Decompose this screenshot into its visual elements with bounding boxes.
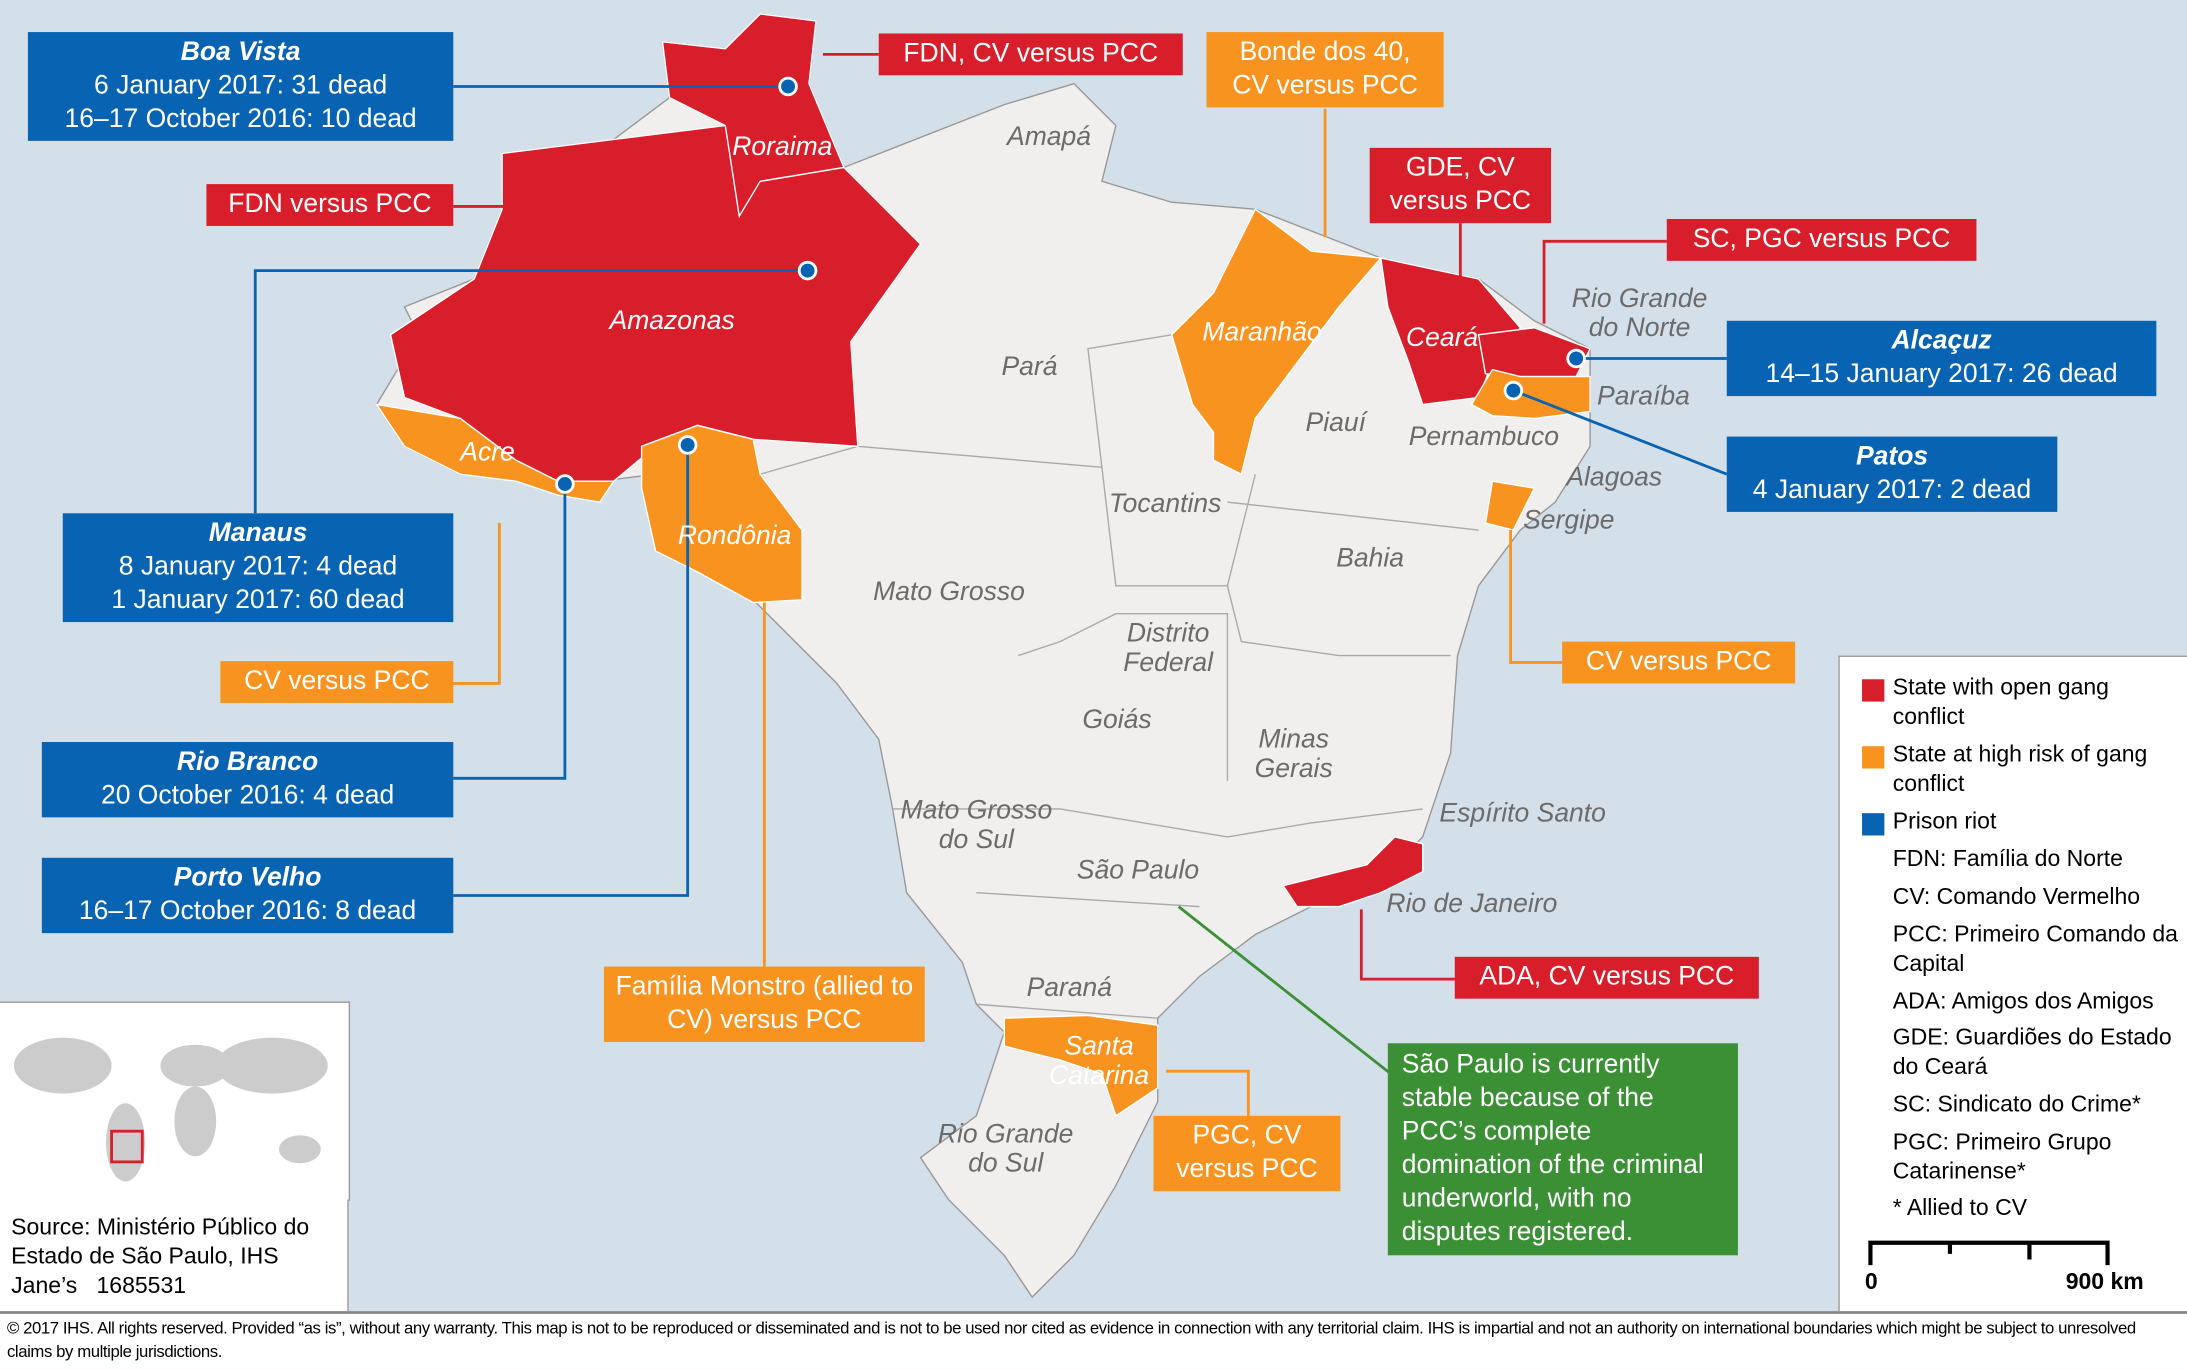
copyright-footer: © 2017 IHS. All rights reserved. Provide… xyxy=(0,1311,2187,1370)
riot-callout-patos: Patos 4 January 2017: 2 dead xyxy=(1726,436,2058,512)
scale-end-label: 900 km xyxy=(2065,1269,2144,1295)
state-label: Pernambuco xyxy=(1408,422,1560,452)
state-label: Amazonas xyxy=(609,306,735,337)
state-label: Pará xyxy=(1001,352,1058,383)
legend-abbrev: CV: Comando Vermelho xyxy=(1892,884,2141,910)
brazil-locator-box xyxy=(110,1129,144,1164)
state-label: Acre xyxy=(460,437,515,468)
state-label: Roraima xyxy=(732,132,833,162)
riot-marker-manaus xyxy=(797,260,818,281)
state-label: Mato Grosso do Sul xyxy=(900,796,1053,856)
state-label: Tocantins xyxy=(1108,489,1222,519)
riot-callout-rio-branco: Rio Branco 20 October 2016: 4 dead xyxy=(41,742,454,818)
legend-abbrev: SC: Sindicato do Crime* xyxy=(1892,1092,2141,1118)
state-label: Espírito Santo xyxy=(1439,799,1606,829)
conflict-callout-roraima: FDN, CV versus PCC xyxy=(878,33,1183,76)
state-label: Minas Gerais xyxy=(1254,725,1333,784)
prison-riot-markers xyxy=(555,76,1586,494)
legend-item: State with open gang conflict xyxy=(1892,675,2110,730)
brazil-map xyxy=(253,13,1728,1299)
state-roraima xyxy=(661,13,845,219)
figure-id: 1685531 xyxy=(96,1273,187,1299)
riot-marker-rio-branco xyxy=(555,474,575,494)
state-rondonia xyxy=(640,424,803,604)
state-label: Rio de Janeiro xyxy=(1386,889,1558,920)
conflict-callout-rn: SC, PGC versus PCC xyxy=(1666,218,1977,261)
state-label: Maranhão xyxy=(1202,318,1322,348)
conflict-callout-rondonia: Família Monstro (allied to CV) versus PC… xyxy=(603,966,925,1042)
state-label: Santa Catarina xyxy=(1048,1032,1150,1091)
legend-item: Prison riot xyxy=(1892,808,1997,835)
conflict-callout-ceara: GDE, CV versus PCC xyxy=(1369,147,1552,224)
legend-swatch-high-risk xyxy=(1862,746,1885,769)
scale-start-label: 0 xyxy=(1864,1269,1878,1295)
riot-marker-boa-vista xyxy=(778,76,798,97)
conflict-callout-maranhao: Bonde dos 40, CV versus PCC xyxy=(1206,32,1444,108)
state-santa-catarina xyxy=(1003,1014,1159,1117)
riot-callout-boa-vista: Boa Vista 6 January 2017: 31 dead 16–17 Oc… xyxy=(27,32,454,141)
state-label: Amapá xyxy=(1007,122,1092,153)
state-label: Paraná xyxy=(1026,973,1113,1003)
riot-callout-manaus: Manaus 8 January 2017: 4 dead 1 January 20… xyxy=(62,513,454,623)
state-label: Rio Grande do Norte xyxy=(1571,284,1708,344)
state-maranhao xyxy=(1170,208,1383,476)
riot-marker-porto-velho xyxy=(677,435,698,455)
state-label: Bahia xyxy=(1336,543,1405,574)
legend-item: State at high risk of gang conflict xyxy=(1892,742,2148,797)
state-label: Piauí xyxy=(1305,408,1366,438)
legend-abbrev: GDE: Guardiões do Estado do Ceará xyxy=(1892,1025,2172,1080)
state-label: Mato Grosso xyxy=(873,577,1025,607)
state-label: Paraíba xyxy=(1597,382,1690,412)
state-label: Ceará xyxy=(1405,323,1479,353)
sao-paulo-note: São Paulo is currently stable because of… xyxy=(1387,1043,1738,1256)
riot-marker-patos xyxy=(1503,380,1524,401)
state-rio-de-janeiro xyxy=(1282,836,1424,908)
state-label: São Paulo xyxy=(1076,856,1200,886)
state-label: Alagoas xyxy=(1566,463,1663,493)
scale-bar xyxy=(1868,1240,2110,1266)
conflict-callout-santa-catarina: PGC, CV versus PCC xyxy=(1153,1115,1341,1192)
source-note: Source: Ministério Público do Estado de … xyxy=(0,1199,349,1312)
riot-marker-alcacuz xyxy=(1566,348,1586,369)
world-map-icon xyxy=(13,1037,328,1182)
conflict-callout-sergipe: CV versus PCC xyxy=(1562,641,1796,684)
callout-leaders xyxy=(253,53,1728,1116)
state-label: Distrito Federal xyxy=(1123,619,1214,678)
riot-callout-alcacuz: Alcaçuz 14–15 January 2017: 26 dead xyxy=(1726,320,2157,397)
legend: State with open gang conflict State at h… xyxy=(1838,655,2187,1313)
legend-abbrev: * Allied to CV xyxy=(1892,1195,2028,1221)
legend-swatch-open-conflict xyxy=(1862,679,1885,702)
legend-abbrev: ADA: Amigos dos Amigos xyxy=(1892,988,2154,1015)
legend-abbrev: PCC: Primeiro Comando da Capital xyxy=(1892,921,2178,977)
conflict-callout-rio-de-janeiro: ADA, CV versus PCC xyxy=(1454,956,1759,999)
state-label: Sergipe xyxy=(1523,506,1615,536)
legend-swatch-prison-riot xyxy=(1862,813,1885,836)
state-acre xyxy=(375,403,616,503)
world-locator-inset xyxy=(0,1001,351,1201)
state-sergipe xyxy=(1484,480,1536,531)
conflict-callout-acre: CV versus PCC xyxy=(220,661,454,703)
riot-callout-porto-velho: Porto Velho 16–17 October 2016: 8 dead xyxy=(41,857,454,934)
state-label: Rio Grande do Sul xyxy=(937,1120,1074,1179)
state-label: Rondônia xyxy=(677,521,792,551)
legend-abbrev: PGC: Primeiro Grupo Catarinense* xyxy=(1892,1129,2112,1185)
state-label: Goiás xyxy=(1082,705,1152,736)
legend-abbrev: FDN: Família do Norte xyxy=(1892,846,2123,872)
conflict-callout-amazonas: FDN versus PCC xyxy=(206,184,454,226)
state-paraiba-pernambuco xyxy=(1470,368,1591,420)
source-text: Source: Ministério Público do Estado de … xyxy=(11,1214,310,1299)
